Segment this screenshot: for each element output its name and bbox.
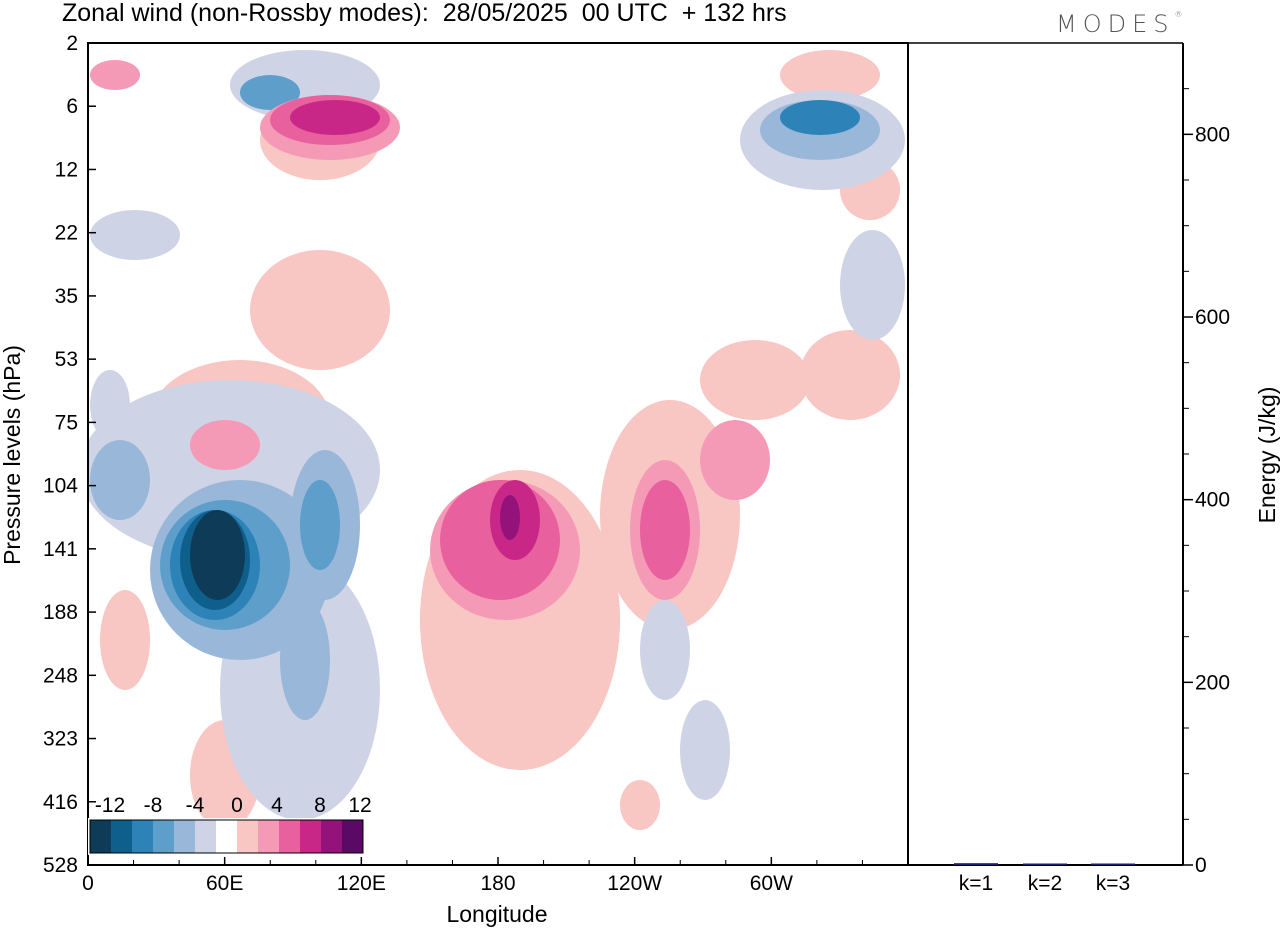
colorbar-label--4: -4 [186,794,205,817]
colorbar-swatch [132,820,153,853]
y-tick-label-416: 416 [43,791,78,814]
contour-blue-strato-left [240,75,300,110]
contour-blue-pale-edge-left [90,370,130,440]
contour-pink-bottom-mid [620,780,660,830]
x-tick-label-180: 180 [480,872,515,895]
contour-pink-west-patch [700,340,810,420]
y-tick-label-53: 53 [55,348,78,371]
contour-blue-pale-mid [640,600,690,700]
colorbar-swatch [342,820,363,853]
logo-text: MODES [1056,10,1175,38]
colorbar-swatch [111,820,132,853]
colorbar-label-0: 0 [231,794,243,817]
energy-category-k=3: k=3 [1096,872,1130,895]
y-axis-label: Pressure levels (hPa) [0,345,25,565]
y-tick-label-2: 2 [66,32,78,55]
contour-blue-pale-right [840,230,905,340]
energy-axis-label: Energy (J/kg) [1254,387,1280,524]
x-tick-label-0: 0 [82,872,94,895]
contour-blue-medium-left [90,440,150,520]
colorbar: -12 -8 -4 0 4 8 12 [88,794,372,855]
x-tick-label-120W: 120W [607,872,662,895]
colorbar-label-4: 4 [271,794,283,817]
energy-tick-label-200: 200 [1195,671,1230,694]
contour-pink-medium-110w [700,420,770,500]
chart-title: Zonal wind (non-Rossby modes): 28/05/202… [62,0,787,27]
contour-blue-medium-descent [280,600,330,720]
y-tick-label-141: 141 [43,538,78,561]
y-tick-label-75: 75 [55,411,78,434]
contour-pink-medium-diagonal [190,420,260,470]
energy-bar-k=3 [1091,863,1135,865]
energy-bar-k=2 [1023,863,1067,865]
colorbar-swatch [90,820,111,853]
colorbar-swatch [258,820,279,853]
x-tick-label-60W: 60W [750,872,793,895]
heatmap-contours [88,50,905,830]
energy-tick-label-400: 400 [1195,489,1230,512]
colorbar-label--12: -12 [95,794,125,817]
colorbar-swatch [300,820,321,853]
y-tick-label-188: 188 [43,601,78,624]
energy-category-k=1: k=1 [959,872,993,895]
energy-tick-label-0: 0 [1195,854,1207,877]
colorbar-label-12: 12 [348,794,371,817]
energy-category-k=2: k=2 [1028,872,1062,895]
y-tick-label-104: 104 [43,475,78,498]
colorbar-swatch [321,820,342,853]
colorbar-swatch [174,820,195,853]
modes-logo: MODES® [1056,10,1182,38]
colorbar-swatch [237,820,258,853]
colorbar-swatch [195,820,216,853]
y-tick-label-6: 6 [66,95,78,118]
contour-pink-strong-125w [640,480,690,580]
y-tick-label-35: 35 [55,285,78,308]
energy-tick-label-800: 800 [1195,123,1230,146]
contour-blue-strong-east [300,480,340,570]
y-tick-label-323: 323 [43,728,78,751]
contour-pink-upper-band [250,250,390,370]
energy-bar-k=1 [954,863,998,865]
colorbar-label-8: 8 [314,794,326,817]
y-tick-label-22: 22 [55,222,78,245]
contour-pink-stratosphere-top-right [780,50,880,100]
colorbar-frame [89,819,364,854]
contour-pink-far-west-patch [800,330,900,420]
energy-tick-label-600: 600 [1195,306,1230,329]
contour-pink-stronger-strato [290,100,380,135]
colorbar-swatch [216,820,237,853]
logo-registered-mark: ® [1174,10,1183,19]
x-tick-label-60E: 60E [206,872,243,895]
y-tick-label-528: 528 [43,854,78,877]
x-axis-label: Longitude [446,901,547,927]
energy-bars: k=1 k=2 k=3 [954,863,1135,895]
contour-blue-core-jet [190,510,245,600]
colorbar-label--8: -8 [144,794,163,817]
colorbar-swatch [153,820,174,853]
y-tick-label-248: 248 [43,664,78,687]
contour-pink-low-left [100,590,150,690]
contour-blue-pale-low [680,700,730,800]
x-tick-label-120E: 120E [337,872,386,895]
y-tick-label-12: 12 [55,158,78,181]
contour-blue-strato-core [780,100,860,135]
contour-pink-top-left [90,60,140,90]
colorbar-swatch [279,820,300,853]
contour-blue-pale-upper-left [90,210,180,260]
contour-pink-core-180 [500,495,520,540]
